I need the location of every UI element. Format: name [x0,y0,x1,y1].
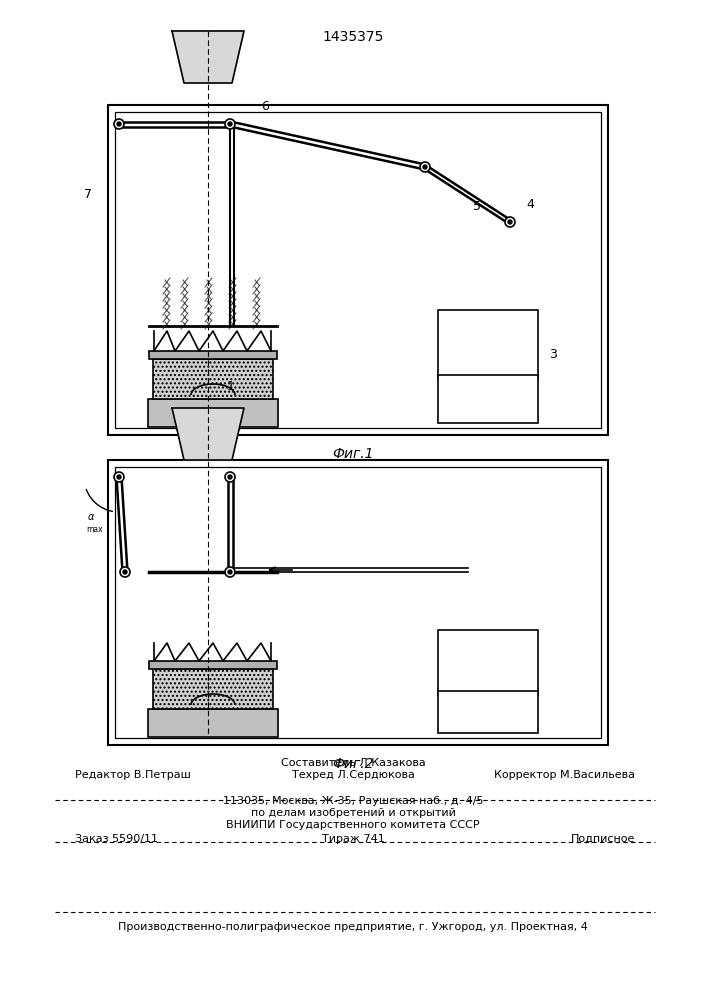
Text: 1: 1 [227,380,235,393]
Text: 5: 5 [473,200,481,214]
Bar [153,669,273,709]
Text: Подписное: Подписное [571,834,635,844]
Circle shape [423,165,427,169]
Circle shape [123,570,127,574]
Text: 1435375: 1435375 [322,30,384,44]
Circle shape [114,119,124,129]
Bar [148,709,278,737]
Bar [438,310,538,380]
Text: по делам изобретений и открытий: по делам изобретений и открытий [250,808,455,818]
Text: 3: 3 [549,349,557,361]
Text: 6: 6 [261,100,269,112]
Circle shape [117,475,121,479]
Circle shape [120,567,130,577]
Text: Тираж 741: Тираж 741 [322,834,385,844]
Circle shape [225,472,235,482]
Bar [438,691,538,733]
Text: Заказ 5590/11: Заказ 5590/11 [75,834,158,844]
Bar [115,467,601,738]
Circle shape [505,217,515,227]
Text: ВНИИПИ Государственного комитета СССР: ВНИИПИ Государственного комитета СССР [226,820,480,830]
Bar [108,105,608,435]
Bar [438,630,538,695]
Bar [149,351,277,359]
Bar [148,399,278,427]
Polygon shape [172,31,244,83]
Text: max: max [87,524,103,534]
Bar [149,661,277,669]
Text: Корректор М.Васильева: Корректор М.Васильева [494,770,635,780]
Circle shape [420,162,430,172]
Circle shape [117,122,121,126]
Text: Фиг.1: Фиг.1 [332,447,374,461]
Circle shape [228,122,232,126]
Bar [438,375,538,423]
Text: Производственно-полиграфическое предприятие, г. Ужгород, ул. Проектная, 4: Производственно-полиграфическое предприя… [118,922,588,932]
Circle shape [228,570,232,574]
Text: Редактор В.Петраш: Редактор В.Петраш [75,770,191,780]
Text: Составитель Л.Казакова: Составитель Л.Казакова [281,758,426,768]
Bar [108,460,608,745]
Text: Фиг.2: Фиг.2 [332,757,374,771]
Bar [115,112,601,428]
Text: 113035, Москва, Ж-35, Раушская наб., д. 4/5: 113035, Москва, Ж-35, Раушская наб., д. … [223,796,484,806]
Circle shape [228,475,232,479]
Text: 2: 2 [204,430,212,444]
Polygon shape [172,408,244,460]
Circle shape [225,119,235,129]
Text: 7: 7 [84,188,92,202]
Text: α: α [88,512,94,522]
Text: 4: 4 [526,198,534,211]
Circle shape [508,220,512,224]
Circle shape [225,567,235,577]
Bar [153,359,273,399]
Circle shape [114,472,124,482]
Text: Техред Л.Сердюкова: Техред Л.Сердюкова [291,770,414,780]
